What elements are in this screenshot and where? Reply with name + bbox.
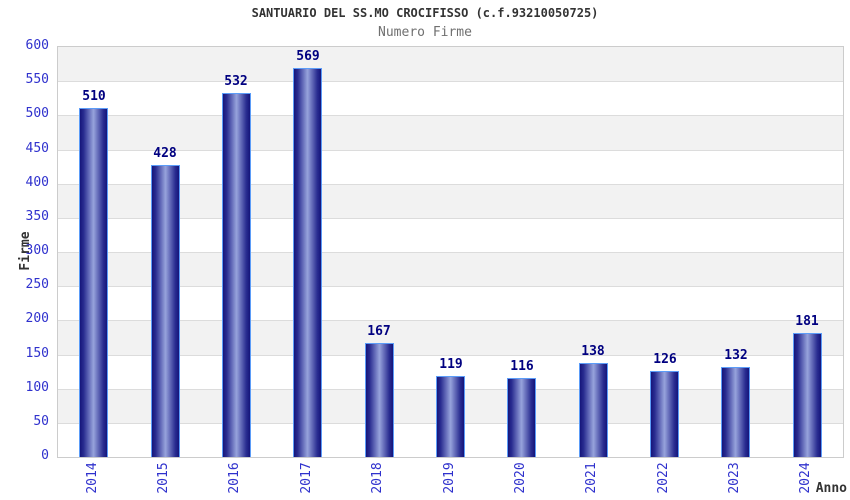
bar-value-label: 428 [153,146,177,161]
y-axis-tick-label: 250 [25,277,49,293]
bar [650,371,679,457]
x-axis-tick-label: 2017 [299,462,314,494]
bar [222,93,251,457]
bar [436,376,465,457]
plot-band [58,183,843,218]
bar-value-label: 116 [510,359,534,374]
y-axis-tick-label: 600 [25,38,49,53]
gridline [58,81,843,83]
x-axis-title: Anno [815,481,847,496]
y-axis-tick-label: 350 [25,208,49,224]
plot-band [58,252,843,287]
bar-value-label: 532 [224,74,248,89]
bar [151,165,180,457]
bar-value-label: 181 [795,314,819,329]
gridline [58,354,843,356]
plot-band [58,47,843,82]
x-axis-tick-label: 2022 [656,462,671,494]
x-axis-tick-label: 2016 [227,462,242,494]
x-axis-tick-label: 2018 [370,462,385,494]
bar-value-label: 510 [82,89,106,104]
gridline [58,286,843,288]
x-axis-tick-label: 2020 [513,462,528,494]
bar-value-label: 126 [653,352,677,367]
bar-value-label: 167 [367,324,391,339]
y-axis-tick-label: 400 [25,174,49,190]
y-axis-tick-label: 100 [25,379,49,395]
y-axis-tick-label: 0 [41,448,49,463]
bar-value-label: 119 [439,357,463,372]
x-axis-tick-label: 2021 [584,462,599,494]
gridline [58,320,843,322]
bar [365,343,394,457]
y-axis-tick-label: 500 [25,106,49,122]
gridline [58,115,843,117]
gridline [58,252,843,253]
x-axis-tick-label: 2015 [156,462,171,494]
y-axis-tick-label: 50 [33,413,49,429]
bar [79,108,108,457]
bar-value-label: 569 [296,49,320,64]
bar [293,68,322,457]
x-axis-tick-label: 2014 [85,462,100,494]
y-axis-tick-label: 200 [25,311,49,327]
gridline [58,217,843,219]
y-axis-tick-label: 450 [25,140,49,156]
plot-band [58,320,843,355]
y-axis-tick-label: 550 [25,72,49,88]
x-axis-tick-label: 2023 [727,462,742,494]
bar-value-label: 138 [581,344,605,359]
y-axis-tick-label: 300 [25,243,49,258]
bar [721,367,750,457]
chart-title: SANTUARIO DEL SS.MO CROCIFISSO (c.f.9321… [251,6,599,20]
bar-value-label: 132 [724,348,748,363]
bar [507,378,536,457]
y-axis-tick-label: 150 [25,345,49,361]
gridline [58,183,843,185]
bar [579,363,608,457]
x-axis-tick-label: 2019 [442,462,457,494]
chart-subtitle: Numero Firme [378,25,472,40]
plot-area: 510 428 532 569 167 119 116 138 126 132 181 [57,46,844,458]
x-axis-tick-label: 2024 [798,462,813,494]
bar [793,333,822,457]
plot-band [58,115,843,150]
gridline [58,149,843,151]
